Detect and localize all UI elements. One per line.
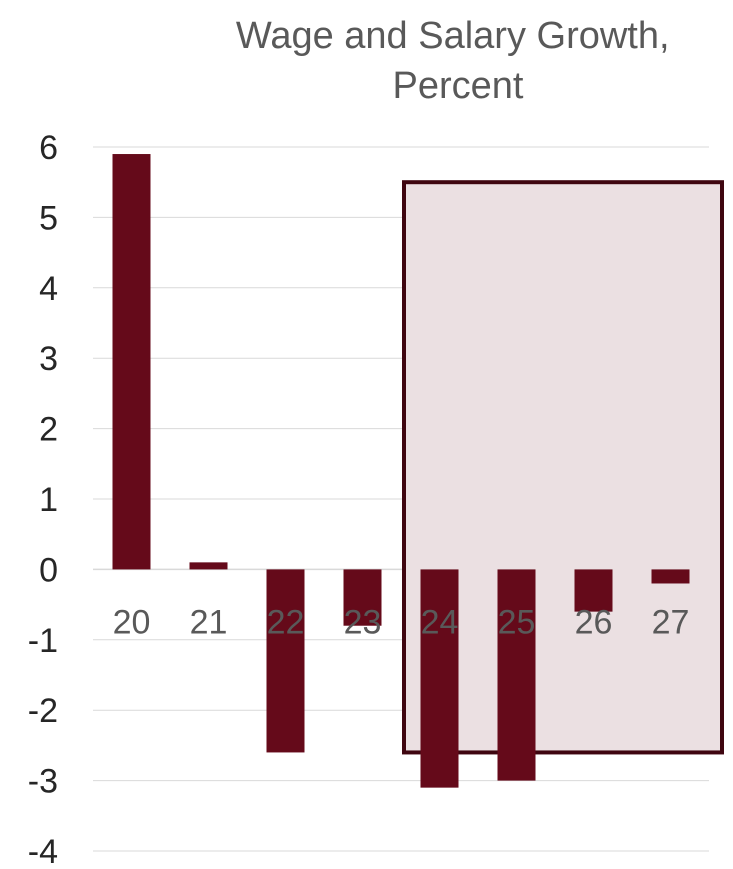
x-tick-label: 24 — [421, 603, 459, 641]
bar-25 — [497, 569, 536, 781]
chart-title-line-1: Wage and Salary Growth, — [236, 15, 670, 57]
y-tick-label: -3 — [28, 763, 58, 801]
y-tick-label: 1 — [39, 481, 58, 519]
x-tick-label: 22 — [267, 603, 305, 641]
y-tick-label: 6 — [39, 129, 58, 167]
bar-27 — [651, 569, 690, 584]
chart-title-line-2: Percent — [393, 65, 524, 107]
bar-22 — [266, 569, 305, 753]
y-tick-label: -4 — [28, 833, 58, 869]
bar-23 — [343, 569, 382, 626]
x-tick-label: 27 — [652, 603, 690, 641]
x-axis-ticks: 20 21 22 23 24 25 26 27 — [113, 603, 690, 641]
y-axis-ticks: 6 5 4 3 2 1 0 -1 -2 -3 -4 — [28, 129, 58, 869]
x-tick-label: 20 — [113, 603, 151, 641]
x-tick-label: 25 — [498, 603, 536, 641]
x-tick-label: 21 — [190, 603, 228, 641]
y-tick-label: 4 — [39, 270, 58, 308]
y-tick-label: 5 — [39, 199, 58, 237]
y-tick-label: 2 — [39, 411, 58, 449]
y-tick-label: -1 — [28, 622, 58, 660]
chart-title: Wage and Salary Growth, Percent — [236, 15, 680, 107]
bar-20 — [112, 154, 151, 570]
bar-21 — [189, 562, 228, 570]
y-tick-label: -2 — [28, 692, 58, 730]
x-tick-label: 26 — [575, 603, 613, 641]
y-tick-label: 3 — [39, 340, 58, 378]
y-tick-label: 0 — [39, 551, 58, 589]
x-tick-label: 23 — [344, 603, 382, 641]
bar-24 — [420, 569, 459, 788]
bars — [112, 154, 690, 788]
bar-26 — [574, 569, 613, 612]
